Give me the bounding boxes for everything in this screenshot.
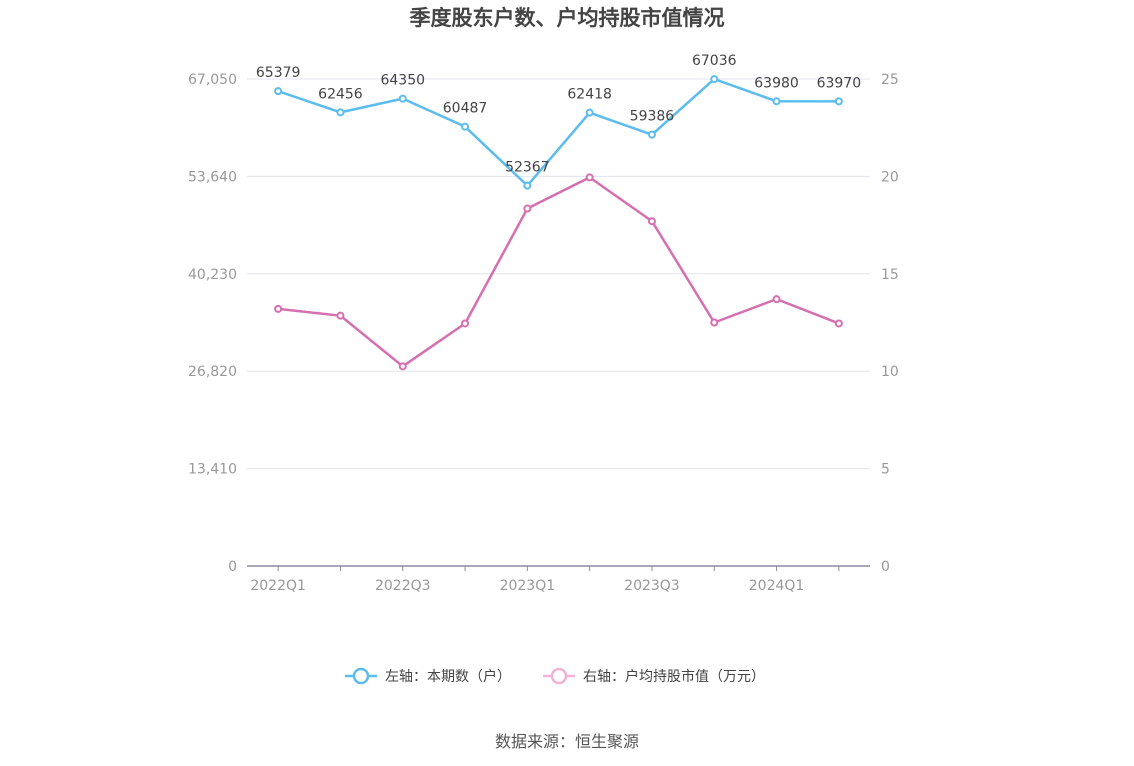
data-label: 52367: [505, 160, 550, 176]
x-tick-label: 2022Q1: [250, 578, 306, 594]
right-tick-label: 10: [881, 364, 899, 380]
x-axis: 2022Q1 2022Q3 2023Q1 2023Q3 2024Q1: [247, 565, 870, 594]
data-point-left: [523, 181, 532, 190]
data-point-left: [772, 97, 781, 106]
x-tick-label: 2023Q3: [624, 578, 680, 594]
left-tick-label: 53,640: [188, 169, 237, 185]
legend-marker: [352, 667, 370, 685]
data-label: 63970: [817, 75, 862, 91]
right-tick-label: 0: [881, 559, 890, 575]
data-point-left: [710, 75, 719, 84]
legend-marker: [550, 667, 568, 685]
right-tick-label: 5: [881, 462, 890, 478]
legend-item-0[interactable]: 左轴：本期数（户）: [345, 667, 511, 685]
series-line-right: [278, 176, 840, 368]
data-point-right: [274, 304, 283, 313]
data-label: 67036: [692, 53, 737, 69]
right-axis-ticks: 0 5 10 15 20 25: [881, 72, 899, 575]
data-label: 59386: [630, 109, 675, 125]
series-line-left: [277, 77, 839, 187]
data-point-left: [398, 94, 407, 103]
chart-title: 季度股东户数、户均持股市值情况: [410, 6, 725, 30]
legend[interactable]: 左轴：本期数（户） 右轴：户均持股市值（万元）: [345, 667, 765, 685]
data-label: 65379: [256, 65, 301, 81]
data-point-right: [647, 217, 656, 226]
series-layer: [274, 75, 843, 371]
right-tick-label: 20: [881, 169, 899, 185]
left-tick-label: 67,050: [188, 72, 237, 88]
left-tick-label: 26,820: [188, 364, 237, 380]
x-tick-label: 2022Q3: [375, 578, 431, 594]
data-point-right: [461, 319, 470, 328]
data-label: 63980: [754, 75, 799, 91]
data-point-left: [336, 108, 345, 117]
x-tick-label: 2024Q1: [749, 578, 805, 594]
right-tick-label: 15: [881, 267, 899, 283]
left-tick-label: 13,410: [188, 462, 237, 478]
data-point-left: [461, 122, 470, 131]
data-label: 62418: [567, 87, 612, 103]
left-axis-ticks: 0 13,410 26,820 40,230 53,640 67,050: [188, 72, 237, 575]
data-point-right: [398, 362, 407, 371]
data-point-right: [834, 319, 843, 328]
right-tick-label: 25: [881, 72, 899, 88]
data-label: 60487: [443, 101, 488, 117]
legend-label: 右轴：户均持股市值（万元）: [583, 668, 765, 685]
source-text: 数据来源：恒生聚源: [495, 732, 639, 751]
data-labels: 65379 62456 64350 60487 52367 62418 59386 67036…: [256, 53, 861, 176]
data-point-right: [523, 204, 532, 213]
legend-item-1[interactable]: 右轴：户均持股市值（万元）: [543, 667, 765, 685]
data-point-left: [585, 108, 594, 117]
x-tick-label: 2023Q1: [500, 578, 556, 594]
data-point-right: [772, 295, 781, 304]
data-point-right: [710, 318, 719, 327]
data-point-left: [274, 87, 283, 96]
data-label: 62456: [318, 86, 363, 102]
data-point-right: [585, 173, 594, 182]
grid-lines: [247, 78, 870, 470]
data-point-left: [647, 130, 656, 139]
data-label: 64350: [380, 73, 425, 89]
legend-label: 左轴：本期数（户）: [385, 668, 511, 685]
left-tick-label: 40,230: [188, 267, 237, 283]
data-point-right: [336, 311, 345, 320]
left-tick-label: 0: [228, 559, 237, 575]
data-point-left: [834, 97, 843, 106]
